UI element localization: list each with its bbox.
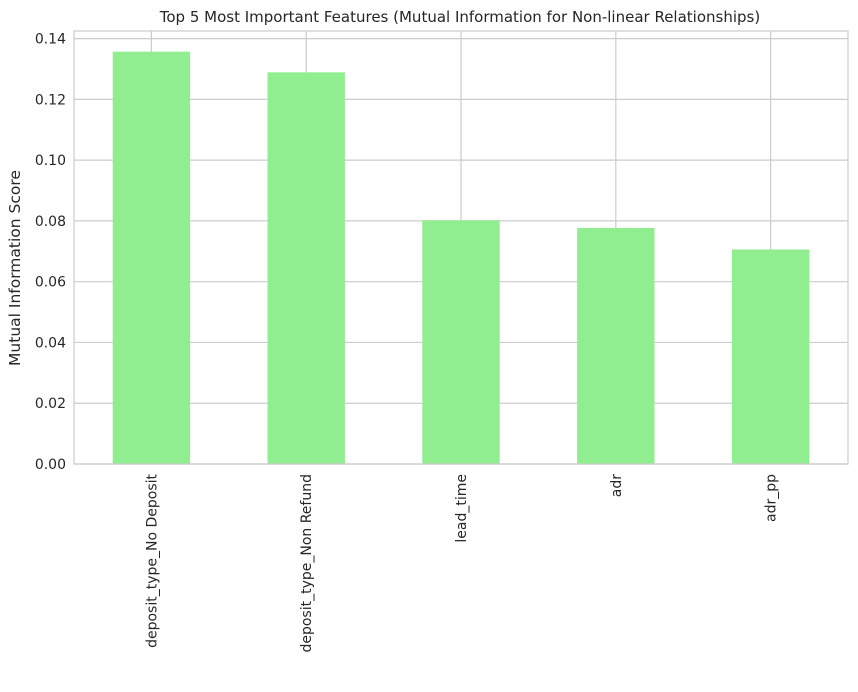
bar-adr-pp — [731, 249, 810, 464]
y-tick-label: 0.14 — [35, 32, 66, 48]
x-tick-label: lead_time — [454, 474, 470, 543]
bar-adr — [577, 227, 655, 464]
x-tick-label: deposit_type_Non Refund — [299, 474, 315, 653]
y-tick-label: 0.06 — [35, 275, 66, 291]
x-axis-ticks: deposit_type_No Deposit deposit_type_Non … — [144, 473, 779, 652]
bars — [112, 51, 810, 465]
y-axis-ticks: 0.00 0.02 0.04 0.06 0.08 0.10 0.12 0.14 — [35, 32, 66, 473]
x-tick-label: deposit_type_No Deposit — [144, 473, 160, 647]
y-tick-label: 0.02 — [35, 396, 66, 412]
y-tick-label: 0.04 — [35, 335, 66, 351]
x-tick-label: adr — [609, 474, 625, 497]
y-tick-label: 0.10 — [35, 153, 66, 169]
x-tick-label: adr_pp — [764, 474, 780, 522]
chart-title: Top 5 Most Important Features (Mutual In… — [159, 8, 760, 26]
bar-deposit-type-non-refund — [267, 72, 345, 464]
bar-lead-time — [422, 220, 500, 464]
y-tick-label: 0.12 — [35, 92, 66, 108]
plot-frame — [73, 30, 849, 465]
bar-deposit-type-no-deposit — [112, 51, 191, 465]
y-axis-label: Mutual Information Score — [6, 170, 24, 366]
y-tick-label: 0.08 — [35, 214, 66, 230]
y-tick-label: 0.00 — [35, 457, 66, 473]
